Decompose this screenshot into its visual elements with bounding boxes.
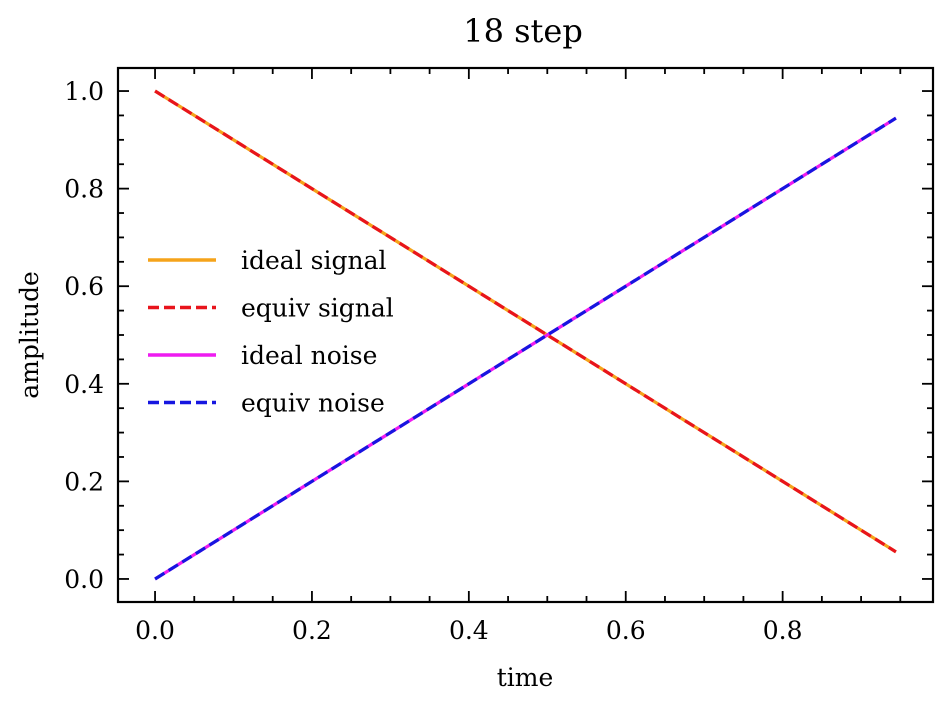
legend-label: equiv noise (241, 389, 385, 418)
y-tick-label: 0.4 (64, 370, 104, 399)
legend: ideal signal equiv signal ideal noise equiv… (148, 246, 394, 418)
tick-labels-layer: 0.0 0.2 0.4 0.6 0.8 0.0 0.2 0.4 0.6 0.8 1.0 (64, 77, 802, 645)
legend-label: ideal noise (241, 341, 377, 370)
series-line-equiv-signal (154, 89, 897, 554)
x-tick-label: 0.6 (606, 616, 646, 645)
chart-title: 18 step (463, 12, 583, 50)
legend-label: equiv signal (241, 294, 394, 323)
series-line-equiv-noise (154, 116, 897, 581)
series-layer (154, 89, 897, 581)
x-tick-label: 0.8 (763, 616, 803, 645)
plot-frame (116, 66, 935, 604)
y-tick-label: 1.0 (64, 77, 104, 106)
y-tick-label: 0.2 (64, 467, 104, 496)
x-tick-label: 0.0 (135, 616, 175, 645)
x-tick-label: 0.4 (449, 616, 489, 645)
y-tick-label: 0.6 (64, 272, 104, 301)
y-tick-label: 0.8 (64, 175, 104, 204)
y-tick-label: 0.0 (64, 565, 104, 594)
ticks-layer (118, 68, 933, 602)
x-axis-label: time (497, 663, 554, 692)
legend-label: ideal signal (241, 246, 386, 275)
x-tick-label: 0.2 (292, 616, 332, 645)
y-axis-label: amplitude (15, 271, 44, 399)
